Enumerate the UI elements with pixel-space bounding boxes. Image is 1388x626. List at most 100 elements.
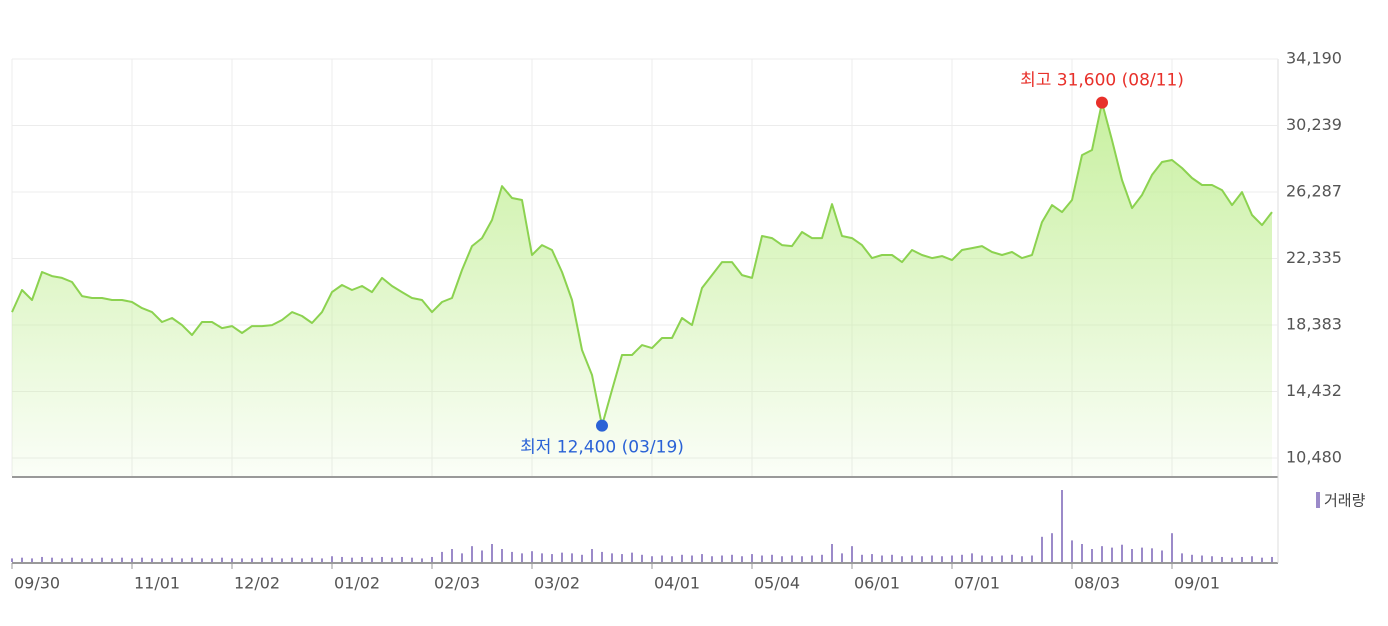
- y-tick-label: 22,335: [1286, 248, 1342, 267]
- volume-bar: [881, 555, 883, 562]
- volume-bar: [841, 553, 843, 562]
- volume-bar: [1101, 546, 1103, 562]
- volume-bar: [191, 557, 193, 562]
- volume-bar: [581, 554, 583, 562]
- extreme-marker: [1096, 96, 1108, 109]
- price-line: [11, 101, 1273, 427]
- volume-bar: [161, 558, 163, 562]
- x-tick-label: 08/03: [1074, 574, 1120, 593]
- volume-bar: [791, 555, 793, 562]
- volume-bar: [181, 558, 183, 562]
- volume-bar: [1071, 540, 1073, 562]
- volume-bar: [541, 553, 543, 562]
- y-tick-label: 30,239: [1286, 115, 1342, 134]
- volume-bar: [401, 556, 403, 562]
- volume-bar: [711, 556, 713, 562]
- volume-bar: [1001, 555, 1003, 562]
- volume-bar: [321, 558, 323, 562]
- y-tick-label: 34,190: [1286, 49, 1342, 68]
- x-tick-label: 06/01: [854, 574, 900, 593]
- volume-bar: [821, 554, 823, 562]
- volume-bar: [451, 549, 453, 562]
- x-tick-label: 07/01: [954, 574, 1000, 593]
- volume-bar: [221, 557, 223, 562]
- x-tick-label: 11/01: [134, 574, 180, 593]
- x-tick-label: 03/02: [534, 574, 580, 593]
- volume-bar: [571, 553, 573, 562]
- volume-bar: [501, 549, 503, 562]
- volume-bar: [381, 556, 383, 562]
- volume-bar: [141, 557, 143, 562]
- volume-bar: [131, 558, 133, 562]
- volume-bar: [1151, 548, 1153, 562]
- volume-bar: [281, 558, 283, 562]
- volume-bar: [1081, 544, 1083, 562]
- volume-bar: [631, 552, 633, 562]
- volume-bar: [11, 558, 13, 562]
- volume-bar: [1051, 533, 1053, 562]
- volume-bar: [311, 557, 313, 562]
- volume-bar: [151, 558, 153, 562]
- volume-bar: [641, 554, 643, 562]
- volume-bar: [971, 553, 973, 562]
- volume-bar: [201, 558, 203, 562]
- volume-bar: [341, 556, 343, 562]
- volume-bar: [351, 557, 353, 562]
- volume-bar: [1251, 556, 1253, 562]
- volume-bar: [741, 556, 743, 562]
- volume-bar: [271, 557, 273, 562]
- volume-bar: [1011, 554, 1013, 562]
- volume-bar: [171, 557, 173, 562]
- volume-bar: [1181, 553, 1183, 562]
- volume-bar: [1261, 557, 1263, 562]
- volume-bar: [551, 554, 553, 562]
- volume-bar: [931, 555, 933, 562]
- volume-bar: [651, 556, 653, 562]
- volume-bar: [1091, 549, 1093, 562]
- volume-bar: [41, 556, 43, 562]
- volume-bar: [1061, 490, 1063, 562]
- volume-bar: [1231, 557, 1233, 562]
- volume-bar: [751, 554, 753, 562]
- volume-bar: [291, 557, 293, 562]
- x-tick-label: 05/04: [754, 574, 800, 593]
- volume-bar: [361, 556, 363, 562]
- volume-bar: [61, 558, 63, 562]
- volume-bar: [911, 555, 913, 562]
- volume-bar: [961, 554, 963, 562]
- volume-bar: [1191, 554, 1193, 562]
- volume-bar: [771, 554, 773, 562]
- y-tick-label: 14,432: [1286, 381, 1342, 400]
- volume-bar: [1201, 555, 1203, 562]
- volume-bar: [731, 554, 733, 562]
- x-tick-label: 02/03: [434, 574, 480, 593]
- volume-bar: [901, 556, 903, 562]
- volume-bar: [951, 555, 953, 562]
- volume-bar: [991, 556, 993, 562]
- volume-bar: [441, 551, 443, 562]
- volume-bar: [761, 555, 763, 562]
- volume-bar: [1111, 547, 1113, 562]
- volume-bar: [811, 555, 813, 562]
- volume-bar: [431, 556, 433, 562]
- volume-bar: [211, 558, 213, 562]
- x-tick-label: 12/02: [234, 574, 280, 593]
- volume-bar: [241, 558, 243, 562]
- volume-bar: [1161, 550, 1163, 562]
- volume-bar: [681, 554, 683, 562]
- volume-bar: [1031, 555, 1033, 562]
- volume-bar: [1131, 549, 1133, 562]
- volume-bar: [661, 555, 663, 562]
- volume-bar: [561, 552, 563, 562]
- y-tick-label: 26,287: [1286, 181, 1342, 200]
- volume-bar: [691, 555, 693, 562]
- volume-bar: [521, 553, 523, 562]
- volume-bar: [491, 544, 493, 562]
- volume-bar: [91, 558, 93, 562]
- volume-bar: [1041, 536, 1043, 562]
- volume-bar: [111, 558, 113, 562]
- volume-bar: [891, 554, 893, 562]
- volume-bar: [531, 551, 533, 562]
- volume-bar: [801, 556, 803, 562]
